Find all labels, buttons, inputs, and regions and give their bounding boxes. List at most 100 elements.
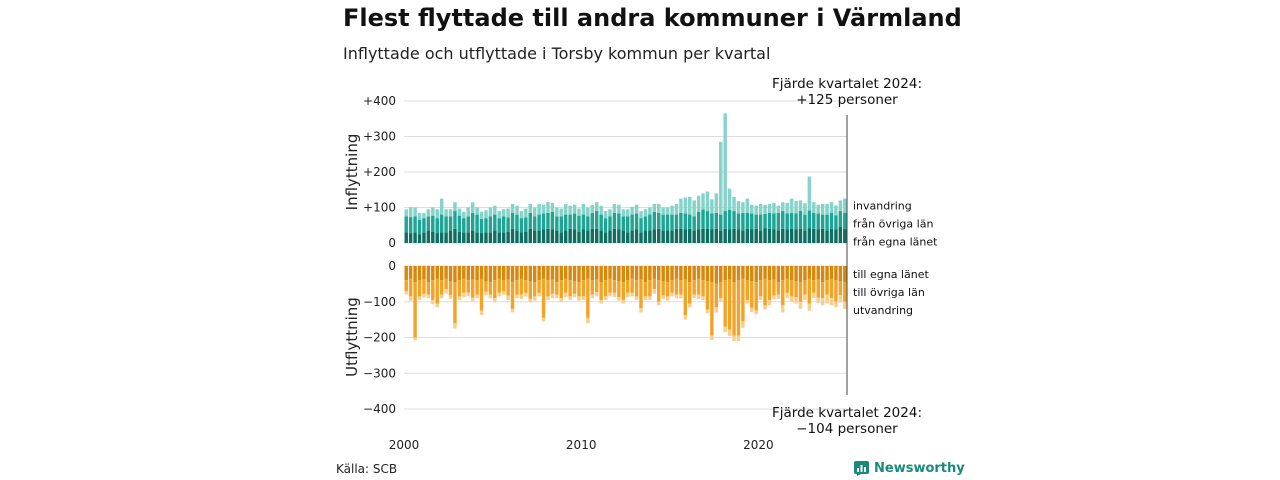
out-bar-out_other [457, 280, 462, 297]
in-bar-in_abroad [524, 208, 528, 218]
in-bar-in_own [484, 232, 488, 243]
out-bar-out_other [754, 282, 758, 311]
in-bar-in_abroad [590, 205, 595, 213]
out-bar-out_other [475, 280, 479, 295]
out-bar-out_other [417, 280, 422, 297]
in-bar-in_abroad [652, 203, 657, 212]
out-bar-out_abroad [479, 310, 484, 315]
out-bar-out_abroad [541, 317, 546, 322]
inflow-annotation-line1: Fjärde kvartalet 2024: [772, 76, 922, 92]
out-bar-out_other [590, 280, 595, 295]
out-bar-out_own [599, 266, 603, 283]
out-bar-out_other [670, 280, 674, 293]
in-bar-in_abroad [843, 198, 847, 213]
in-bar-in_abroad [772, 202, 776, 214]
out-bar-out_own [559, 266, 563, 281]
in-bar-in_other [599, 214, 603, 231]
out-bar-out_other [466, 280, 470, 293]
out-bar-out_own [825, 266, 829, 281]
outflow-axis-title: Utflyttning [343, 297, 361, 377]
in-bar-in_abroad [493, 205, 497, 215]
out-bar-out_abroad [608, 292, 612, 297]
out-bar-out_own [719, 266, 723, 283]
in-bar-in_abroad [581, 203, 586, 215]
out-bar-out_own [413, 266, 417, 283]
in-bar-in_own [603, 232, 608, 243]
out-bar-out_abroad [723, 326, 727, 333]
out-bar-out_other [462, 278, 466, 293]
in-bar-in_other [785, 213, 789, 230]
out-bar-out_own [594, 266, 599, 280]
in-bar-in_other [510, 212, 515, 229]
out-y-tick-label: 0 [388, 259, 396, 273]
in-bar-in_own [829, 228, 834, 243]
out-bar-out_other [550, 279, 555, 294]
out-bar-out_own [674, 266, 679, 279]
out-bar-out_other [532, 282, 537, 297]
out-bar-out_abroad [683, 315, 688, 320]
out-bar-out_abroad [453, 323, 457, 329]
in-bar-in_other [714, 212, 719, 229]
in-bar-in_other [537, 214, 541, 231]
in-bar-in_abroad [776, 205, 781, 213]
in-bar-in_own [705, 228, 710, 243]
in-bar-in_other [834, 215, 838, 230]
out-bar-out_abroad [679, 294, 683, 299]
in-bar-in_abroad [741, 202, 745, 213]
in-bar-in_own [586, 230, 590, 243]
in-bar-in_own [550, 229, 555, 243]
in-bar-in_abroad [612, 203, 617, 213]
in-bar-in_abroad [639, 211, 643, 219]
out-bar-out_abroad [510, 308, 515, 313]
in-bar-in_other [621, 216, 626, 231]
in-bar-in_abroad [785, 202, 789, 214]
in-bar-in_abroad [488, 207, 493, 217]
in-bar-in_other [732, 211, 736, 229]
in-bar-in_own [408, 233, 413, 243]
in-bar-in_other [736, 213, 741, 230]
out-bar-out_own [572, 266, 577, 282]
out-bar-out_other [563, 278, 568, 293]
out-bar-out_abroad [772, 295, 776, 300]
out-bar-out_own [617, 266, 621, 282]
in-bar-in_own [736, 229, 741, 243]
out-bar-out_abroad [594, 292, 599, 297]
in-bar-in_own [812, 228, 816, 243]
in-bar-in_abroad [603, 211, 608, 219]
in-bar-in_abroad [803, 203, 807, 215]
out-bar-out_own [736, 266, 741, 281]
in-bar-in_own [772, 229, 776, 243]
out-bar-out_own [767, 266, 772, 281]
out-bar-out_abroad [803, 294, 807, 300]
out-bar-out_own [661, 266, 665, 282]
in-bar-in_abroad [767, 203, 772, 213]
in-bar-in_other [679, 212, 683, 229]
out-bar-out_own [541, 266, 546, 279]
in-bar-in_other [630, 214, 634, 231]
in-bar-in_abroad [727, 188, 732, 210]
out-bar-out_own [723, 266, 727, 281]
in-bar-in_own [825, 230, 829, 243]
in-bar-in_other [559, 216, 563, 233]
in-bar-in_abroad [422, 212, 426, 219]
in-bar-in_own [741, 230, 745, 243]
out-bar-out_other [648, 280, 652, 297]
out-bar-out_own [590, 266, 595, 281]
in-bar-in_own [785, 229, 789, 243]
out-bar-out_abroad [701, 296, 705, 300]
out-bar-out_own [634, 266, 639, 281]
out-bar-out_abroad [621, 299, 626, 304]
out-bar-out_abroad [781, 305, 785, 313]
in-bar-in_abroad [439, 198, 444, 215]
out-bar-out_own [439, 266, 444, 281]
in-bar-in_other [710, 213, 714, 230]
out-bar-out_abroad [448, 295, 453, 299]
out-bar-out_own [794, 266, 798, 282]
in-bar-in_own [745, 228, 750, 243]
out-bar-out_abroad [466, 292, 470, 297]
in-bar-in_own [404, 232, 408, 243]
in-bar-in_own [524, 231, 528, 243]
out-bar-out_other [785, 278, 789, 293]
out-bar-out_abroad [555, 294, 559, 299]
in-bar-in_own [648, 230, 652, 243]
